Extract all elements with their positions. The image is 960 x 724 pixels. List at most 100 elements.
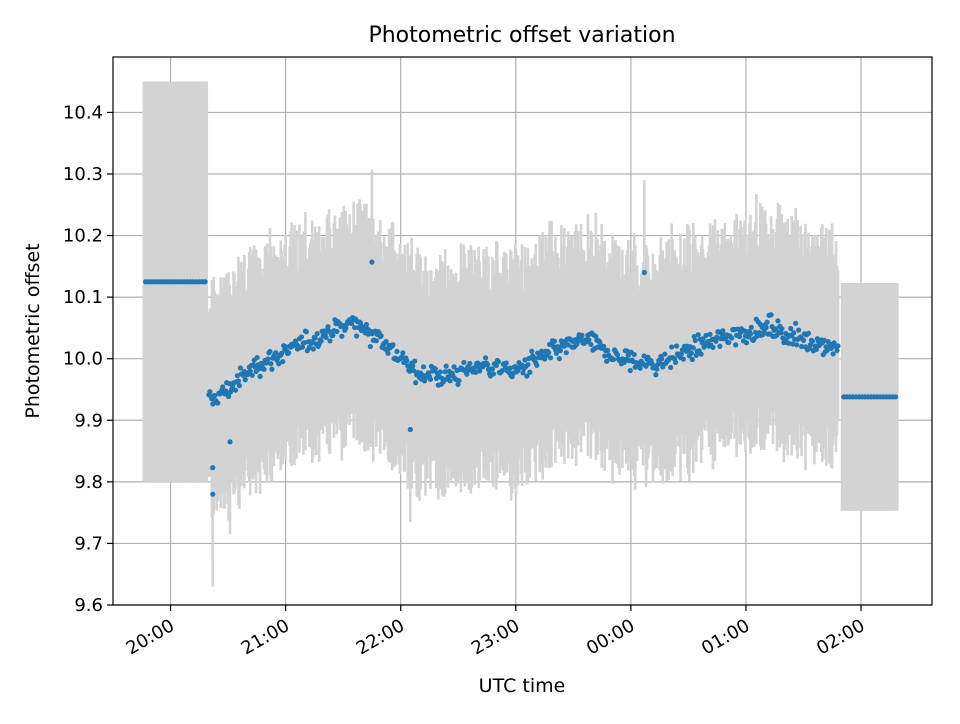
data-point [482,355,489,361]
data-point [653,372,659,378]
data-point [301,340,308,346]
data-point [778,330,784,336]
data-point [373,338,379,344]
data-point [574,340,580,347]
data-point [522,357,528,363]
data-point [236,383,243,389]
plot-frame [112,56,933,606]
data-point [779,326,785,332]
data-point [579,332,585,338]
data-point [334,328,340,335]
data-point [273,350,279,356]
data-point [267,348,273,355]
data-point [247,368,253,374]
data-point [339,333,345,339]
data-point [707,331,713,337]
data-point [312,335,318,341]
data-point [627,367,633,374]
data-point [539,348,545,354]
data-point [477,368,483,374]
data-point [202,279,208,285]
data-point [586,337,592,343]
data-point [692,337,698,344]
data-point [703,332,709,338]
data-point [227,439,233,445]
data-point [318,338,324,344]
data-point [232,387,239,393]
data-point [773,326,779,332]
data-point [443,363,449,369]
data-point [641,353,647,359]
data-point [545,350,552,356]
data-point [798,343,805,350]
x-axis-label: UTC time [479,675,566,697]
y-axis-label: Photometric offset [22,243,44,418]
data-point [327,338,333,344]
data-point [734,326,741,332]
data-point [557,347,563,354]
data-point [768,312,774,318]
data-point [834,347,840,353]
data-point [688,350,694,356]
data-point [645,354,651,360]
data-point [507,365,513,371]
data-point [775,318,781,324]
data-point [210,465,216,471]
data-point [306,344,312,351]
data-point [413,380,419,386]
data-point [367,343,373,350]
data-point [748,324,754,330]
data-point [249,372,255,378]
data-point [269,366,275,372]
data-point [796,327,802,333]
data-point [495,358,501,365]
data-point [207,389,213,395]
data-point [464,371,470,377]
data-point [835,343,841,349]
data-point [602,353,608,359]
data-point [461,359,467,366]
data-point [624,348,630,354]
data-point [747,331,753,337]
data-point [892,394,899,400]
data-point [490,371,497,377]
y-tick-label: 9.8 [74,472,103,493]
data-point [733,342,739,348]
data-point [473,369,479,375]
data-point [726,340,732,346]
data-point [736,333,743,340]
data-point [314,330,320,337]
data-point [353,333,360,339]
y-tick-label: 10.3 [63,164,103,185]
data-point [437,369,443,375]
data-point [604,358,610,364]
data-point [254,354,260,361]
data-point [690,345,696,351]
data-point [210,401,216,407]
data-point [637,365,643,371]
data-point [662,351,668,357]
data-point [821,337,827,343]
data-point [565,342,571,348]
data-point [404,358,410,364]
data-point [588,341,594,348]
data-point [710,344,716,351]
data-point [720,328,726,334]
data-point [283,344,289,350]
data-point [714,334,720,340]
data-point [369,259,375,265]
data-point [220,384,226,390]
data-point [614,352,621,358]
data-point [698,351,704,357]
data-point [383,338,389,345]
y-tick-label: 10.4 [63,102,103,123]
data-point [400,350,406,356]
data-point [257,373,263,379]
data-point [210,491,216,497]
data-point [442,369,448,375]
y-tick-label: 9.9 [74,410,103,431]
data-point [447,378,453,384]
y-axis-ticks: 9.6 9.7 9.8 9.9 10.0 10.1 10.2 10.3 10.4 [63,102,113,616]
